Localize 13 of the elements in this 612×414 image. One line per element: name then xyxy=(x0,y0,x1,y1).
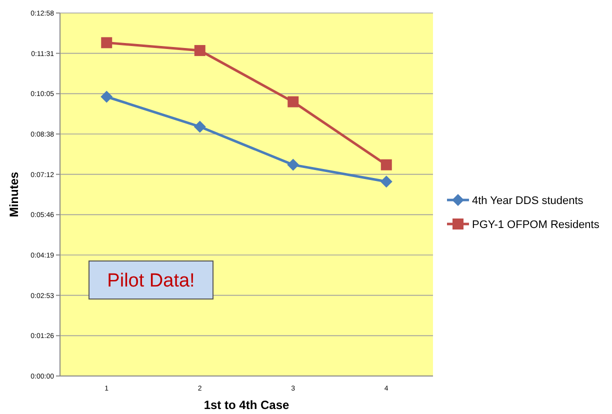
x-axis-title: 1st to 4th Case xyxy=(204,398,290,412)
y-axis-title: Minutes xyxy=(7,172,21,218)
point xyxy=(194,45,206,56)
point xyxy=(100,90,113,103)
point xyxy=(380,176,392,188)
legend-label: PGY-1 OFPOM Residents xyxy=(472,218,600,231)
point xyxy=(194,120,206,133)
legend-label: 4th Year DDS students xyxy=(472,194,584,207)
point xyxy=(380,159,392,170)
point xyxy=(101,37,112,48)
point xyxy=(287,158,300,171)
point xyxy=(288,96,299,108)
annotation: Pilot Data! xyxy=(107,270,195,292)
